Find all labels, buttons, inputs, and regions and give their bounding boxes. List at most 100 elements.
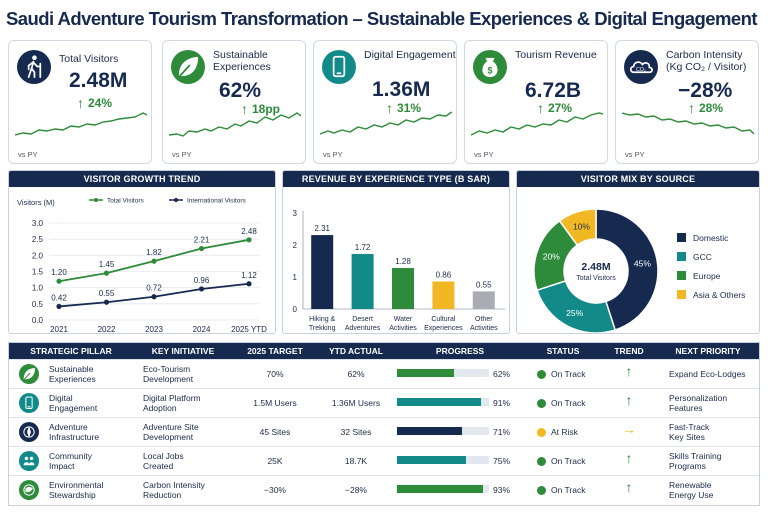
arrow-up-icon: ↑ bbox=[625, 392, 633, 408]
kpi-delta-value: 28% bbox=[699, 101, 724, 115]
initiative-name-line: Carbon Intensity bbox=[143, 480, 205, 490]
pillar-name-line: Experiences bbox=[49, 374, 96, 384]
kpi-delta: ↑ 24% bbox=[77, 95, 112, 111]
arrow-up-icon: ↑ bbox=[688, 100, 695, 116]
status-text: On Track bbox=[551, 485, 586, 495]
data-label: 0.55 bbox=[476, 280, 492, 289]
status-text: On Track bbox=[551, 369, 586, 379]
y-tick-label: 1.5 bbox=[32, 268, 44, 277]
initiative-name: Adventure Site Development bbox=[143, 422, 237, 442]
column-header: TREND bbox=[614, 346, 644, 356]
donut-center-value: 2.48M bbox=[581, 261, 610, 273]
y-tick-label: 0.0 bbox=[32, 316, 44, 325]
status-text: On Track bbox=[551, 398, 586, 408]
kpi-card-3: Digital Engagement 1.36M ↑ 31% vs PY bbox=[313, 40, 457, 164]
x-tick-label: Activities bbox=[389, 325, 417, 332]
x-tick-label: Hiking & bbox=[309, 316, 335, 323]
y-tick-label: 0 bbox=[293, 305, 298, 314]
progress-track bbox=[397, 485, 489, 493]
kpi-compare-label: vs PY bbox=[474, 150, 494, 159]
kpi-card-2: Sustainable Experiences 62% ↑ 18pp vs PY bbox=[162, 40, 306, 164]
leaf-icon bbox=[19, 364, 39, 384]
next-priority-line: Skills Training bbox=[669, 451, 722, 461]
legend-entry: GCC bbox=[693, 252, 712, 262]
next-priority: Skills Training Programs bbox=[669, 451, 759, 471]
x-tick-label: 2022 bbox=[98, 325, 116, 334]
actual-value: 32 Sites bbox=[317, 427, 395, 437]
target-value: 1.5M Users bbox=[233, 398, 317, 408]
x-tick-label: Cultural bbox=[431, 316, 456, 323]
progress-label: 91% bbox=[493, 398, 523, 408]
data-point bbox=[56, 278, 62, 284]
initiative-name: Carbon Intensity Reduction bbox=[143, 480, 237, 500]
data-label: 1.82 bbox=[146, 248, 162, 257]
progress-track bbox=[397, 369, 489, 377]
status-dot-icon bbox=[537, 370, 546, 380]
column-header: YTD ACTUAL bbox=[329, 346, 383, 356]
data-point bbox=[246, 237, 252, 243]
data-point bbox=[103, 270, 110, 276]
target-value-line: 1.5M Users bbox=[253, 398, 297, 408]
arrow-up-icon: ↑ bbox=[625, 450, 633, 466]
table-header: STRATEGIC PILLAR KEY INITIATIVE 2025 TARGE… bbox=[9, 343, 759, 359]
legend-swatch bbox=[677, 271, 686, 280]
pillar-name-line: Engagement bbox=[49, 403, 98, 413]
legend-marker bbox=[174, 198, 178, 202]
kpi-delta-value: 27% bbox=[548, 101, 573, 115]
x-tick-label: Activities bbox=[470, 325, 498, 332]
legend-entry: Asia & Others bbox=[693, 290, 745, 300]
bar bbox=[392, 268, 414, 309]
column-header: PROGRESS bbox=[435, 346, 485, 356]
actual-value: 62% bbox=[317, 369, 395, 379]
pillar-name: Digital Engagement bbox=[49, 393, 133, 413]
kpi-sparkline bbox=[320, 111, 452, 135]
x-tick-label: Trekking bbox=[309, 325, 336, 332]
arrow-up-icon: ↑ bbox=[241, 101, 248, 117]
initiative-name: Local Jobs Created bbox=[143, 451, 237, 471]
strategic-pillars-table: STRATEGIC PILLAR KEY INITIATIVE 2025 TARGE… bbox=[8, 342, 760, 506]
kpi-value: 2.48M bbox=[69, 69, 128, 92]
progress-bar bbox=[397, 485, 483, 493]
kpi-sparkline bbox=[15, 112, 147, 136]
progress-bar bbox=[397, 427, 463, 435]
y-tick-label: 3 bbox=[293, 209, 298, 218]
progress-track bbox=[397, 427, 489, 435]
kpi-compare-label: vs PY bbox=[625, 150, 645, 159]
kpi-label: Digital Engagement bbox=[364, 49, 456, 61]
next-priority: Personalization Features bbox=[669, 393, 759, 413]
progress-bar bbox=[397, 456, 466, 464]
initiative-name: Eco-Tourism Development bbox=[143, 364, 237, 384]
arrow-up-icon: ↑ bbox=[386, 100, 393, 116]
y-tick-label: 2 bbox=[293, 241, 298, 250]
data-point bbox=[103, 299, 110, 305]
visitor-mix-panel: VISITOR MIX BY SOURCE 45% 25% 20% 10% 2.48M T… bbox=[516, 170, 760, 334]
status-badge: On Track bbox=[537, 398, 607, 409]
x-tick-label: 2024 bbox=[193, 325, 211, 334]
progress-label-line: 93% bbox=[493, 485, 511, 495]
pillar-name-line: Impact bbox=[49, 461, 75, 471]
initiative-name-line: Adventure Site bbox=[143, 422, 199, 432]
next-priority: Renewable Energy Use bbox=[669, 480, 759, 500]
next-priority-line: Energy Use bbox=[669, 490, 714, 500]
donut-center-label: Total Visitors bbox=[576, 275, 616, 282]
status-text: At Risk bbox=[551, 427, 578, 437]
pillar-name: Adventure Infrastructure bbox=[49, 422, 133, 442]
bar bbox=[311, 235, 334, 309]
kpi-compare-label: vs PY bbox=[172, 150, 192, 159]
status-text: On Track bbox=[551, 456, 586, 466]
next-priority-line: Key Sites bbox=[669, 432, 705, 442]
x-tick-label: Adventures bbox=[345, 325, 381, 332]
target-value: 70% bbox=[233, 369, 317, 379]
data-label: 0.86 bbox=[436, 270, 452, 279]
slice-label: 45% bbox=[634, 259, 651, 269]
actual-value-line: 62% bbox=[347, 369, 365, 379]
next-priority-line: Expand Eco-Lodges bbox=[669, 369, 746, 379]
pillar-name-line: Adventure bbox=[49, 422, 88, 432]
x-tick-label: 2021 bbox=[50, 325, 68, 334]
y-axis-label: Visitors (M) bbox=[17, 198, 55, 207]
data-point bbox=[198, 286, 205, 292]
data-label: 0.96 bbox=[194, 276, 210, 285]
target-value-line: 70% bbox=[266, 369, 284, 379]
hiker-icon bbox=[17, 50, 51, 84]
actual-value-line: 32 Sites bbox=[340, 427, 372, 437]
